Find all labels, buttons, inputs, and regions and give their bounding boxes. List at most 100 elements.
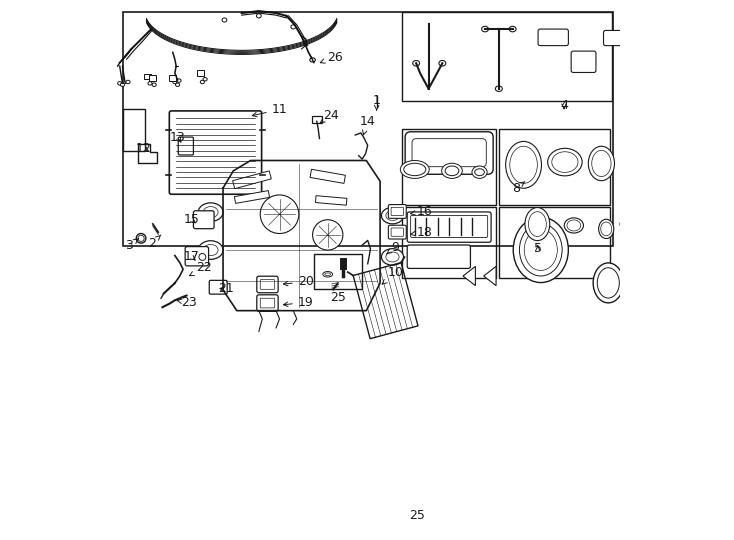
FancyBboxPatch shape bbox=[261, 280, 275, 289]
Polygon shape bbox=[310, 169, 346, 184]
Ellipse shape bbox=[442, 163, 462, 178]
FancyBboxPatch shape bbox=[257, 276, 278, 293]
FancyBboxPatch shape bbox=[412, 139, 487, 167]
Text: 6: 6 bbox=[0, 539, 1, 540]
Text: 3: 3 bbox=[126, 239, 139, 252]
FancyBboxPatch shape bbox=[642, 44, 665, 62]
Ellipse shape bbox=[291, 25, 296, 29]
FancyBboxPatch shape bbox=[257, 295, 278, 312]
Text: 22: 22 bbox=[189, 261, 211, 276]
Ellipse shape bbox=[261, 195, 299, 233]
Text: 4: 4 bbox=[560, 99, 568, 112]
Ellipse shape bbox=[203, 207, 218, 218]
Bar bbox=[123, 109, 145, 151]
Ellipse shape bbox=[525, 207, 550, 241]
Ellipse shape bbox=[203, 78, 207, 81]
Ellipse shape bbox=[472, 166, 487, 178]
Ellipse shape bbox=[313, 220, 343, 250]
Bar bbox=[170, 75, 176, 80]
Bar bbox=[499, 207, 610, 278]
Text: 8: 8 bbox=[512, 181, 525, 194]
Ellipse shape bbox=[592, 150, 611, 177]
Text: 25: 25 bbox=[330, 291, 346, 303]
Text: 2: 2 bbox=[148, 235, 161, 249]
FancyBboxPatch shape bbox=[391, 228, 404, 237]
Text: 1: 1 bbox=[373, 94, 381, 110]
Ellipse shape bbox=[323, 272, 333, 277]
Polygon shape bbox=[233, 171, 272, 188]
Ellipse shape bbox=[475, 169, 484, 176]
FancyBboxPatch shape bbox=[391, 207, 404, 215]
Text: 20: 20 bbox=[283, 275, 313, 288]
Ellipse shape bbox=[513, 217, 568, 282]
Text: 17: 17 bbox=[184, 251, 200, 264]
Ellipse shape bbox=[506, 141, 542, 188]
Ellipse shape bbox=[203, 245, 218, 255]
Ellipse shape bbox=[620, 219, 633, 230]
Ellipse shape bbox=[509, 26, 516, 32]
Text: 15: 15 bbox=[184, 213, 200, 226]
Text: 10: 10 bbox=[382, 266, 403, 284]
Ellipse shape bbox=[172, 80, 177, 84]
Text: 11: 11 bbox=[252, 103, 288, 117]
Text: 5: 5 bbox=[534, 242, 542, 255]
Bar bbox=[144, 73, 150, 79]
Ellipse shape bbox=[400, 160, 429, 178]
Polygon shape bbox=[316, 195, 347, 205]
Ellipse shape bbox=[567, 220, 581, 231]
Ellipse shape bbox=[148, 82, 152, 85]
Ellipse shape bbox=[126, 80, 130, 84]
FancyBboxPatch shape bbox=[538, 29, 568, 45]
Polygon shape bbox=[484, 266, 496, 286]
FancyBboxPatch shape bbox=[178, 137, 194, 155]
Ellipse shape bbox=[413, 60, 420, 66]
Text: 21: 21 bbox=[218, 282, 233, 295]
Ellipse shape bbox=[138, 235, 144, 241]
Ellipse shape bbox=[386, 211, 399, 220]
FancyBboxPatch shape bbox=[603, 30, 639, 45]
Bar bbox=[314, 254, 362, 289]
Ellipse shape bbox=[552, 152, 578, 172]
FancyBboxPatch shape bbox=[194, 211, 214, 228]
Ellipse shape bbox=[199, 253, 206, 260]
Ellipse shape bbox=[564, 218, 584, 233]
Text: 25: 25 bbox=[410, 509, 425, 522]
Bar bbox=[149, 75, 156, 80]
Ellipse shape bbox=[589, 146, 614, 181]
Text: 19: 19 bbox=[283, 296, 313, 309]
Bar bbox=[402, 12, 612, 101]
FancyBboxPatch shape bbox=[185, 247, 208, 266]
Ellipse shape bbox=[599, 219, 614, 239]
Ellipse shape bbox=[600, 222, 611, 236]
Ellipse shape bbox=[524, 229, 557, 271]
Text: 7: 7 bbox=[0, 539, 1, 540]
Text: 14: 14 bbox=[360, 114, 376, 135]
Ellipse shape bbox=[404, 163, 426, 176]
Text: 23: 23 bbox=[177, 296, 197, 309]
Ellipse shape bbox=[175, 83, 180, 86]
Bar bbox=[402, 207, 496, 278]
Ellipse shape bbox=[325, 273, 330, 275]
FancyBboxPatch shape bbox=[410, 215, 487, 238]
Ellipse shape bbox=[382, 207, 404, 224]
Text: 18: 18 bbox=[410, 226, 432, 239]
Text: 26: 26 bbox=[320, 51, 343, 64]
Bar bbox=[197, 70, 204, 76]
Ellipse shape bbox=[445, 166, 459, 176]
Ellipse shape bbox=[198, 241, 223, 259]
Ellipse shape bbox=[200, 80, 205, 84]
Ellipse shape bbox=[256, 14, 261, 18]
Ellipse shape bbox=[597, 268, 619, 298]
Ellipse shape bbox=[495, 86, 502, 91]
FancyBboxPatch shape bbox=[407, 212, 491, 242]
Text: 9: 9 bbox=[386, 241, 399, 254]
Bar bbox=[123, 12, 613, 246]
Ellipse shape bbox=[222, 18, 227, 22]
Text: 13: 13 bbox=[170, 131, 186, 144]
FancyBboxPatch shape bbox=[571, 51, 596, 72]
FancyBboxPatch shape bbox=[388, 225, 406, 239]
Ellipse shape bbox=[177, 79, 181, 82]
Ellipse shape bbox=[622, 221, 632, 227]
Text: 16: 16 bbox=[410, 205, 432, 218]
FancyBboxPatch shape bbox=[170, 111, 261, 194]
